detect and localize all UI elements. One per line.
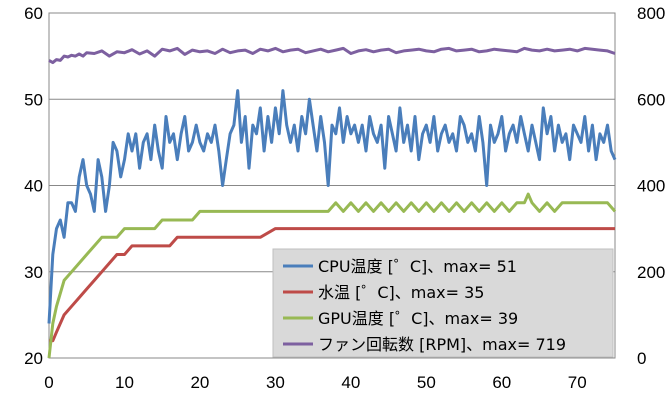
y-left-tick-labels: 20 30 40 50 60 [24, 4, 43, 368]
x-tick-label: 20 [190, 373, 209, 392]
x-tick-label: 30 [266, 373, 285, 392]
y-right-tick-label: 200 [637, 263, 665, 282]
legend-label-3: ファン回転数 [RPM]、max= 719 [318, 335, 566, 354]
legend-items: CPU温度 [゜C]、max= 51 水温 [゜C]、max= 35 GPU温度 [… [283, 257, 566, 354]
plot-area-border [48, 12, 616, 359]
series-line-2 [47, 192, 617, 359]
y-right-tick-label: 600 [637, 90, 665, 109]
y-left-tick-label: 60 [24, 4, 43, 23]
x-tick-label: 0 [44, 373, 53, 392]
x-tick-labels: 0 10 20 30 40 50 60 70 [44, 373, 586, 392]
y-right-tick-label: 800 [637, 4, 665, 23]
y-left-tick-label: 30 [24, 263, 43, 282]
y-left-tick-label: 20 [24, 349, 43, 368]
series-line-0 [47, 89, 617, 324]
legend-label-2: GPU温度 [゜C]、max= 39 [318, 309, 518, 328]
y-left-tick-label: 50 [24, 90, 43, 109]
x-tick-label: 50 [417, 373, 436, 392]
legend-label-0: CPU温度 [゜C]、max= 51 [318, 257, 517, 276]
legend-label-1: 水温 [゜C]、max= 35 [318, 283, 484, 302]
x-tick-label: 10 [115, 373, 134, 392]
y-right-tick-labels: 0 200 400 600 800 [637, 4, 665, 368]
series-lines [47, 46, 617, 359]
y-right-tick-label: 400 [637, 177, 665, 196]
x-tick-label: 40 [341, 373, 360, 392]
series-line-1 [49, 227, 615, 343]
legend: CPU温度 [゜C]、max= 51 水温 [゜C]、max= 35 GPU温度 [… [272, 248, 614, 358]
series-line-3 [48, 46, 616, 65]
y-right-tick-label: 0 [637, 349, 646, 368]
x-tick-label: 60 [492, 373, 511, 392]
y-left-tick-label: 40 [24, 177, 43, 196]
legend-box [272, 248, 614, 358]
x-tick-label: 70 [568, 373, 587, 392]
